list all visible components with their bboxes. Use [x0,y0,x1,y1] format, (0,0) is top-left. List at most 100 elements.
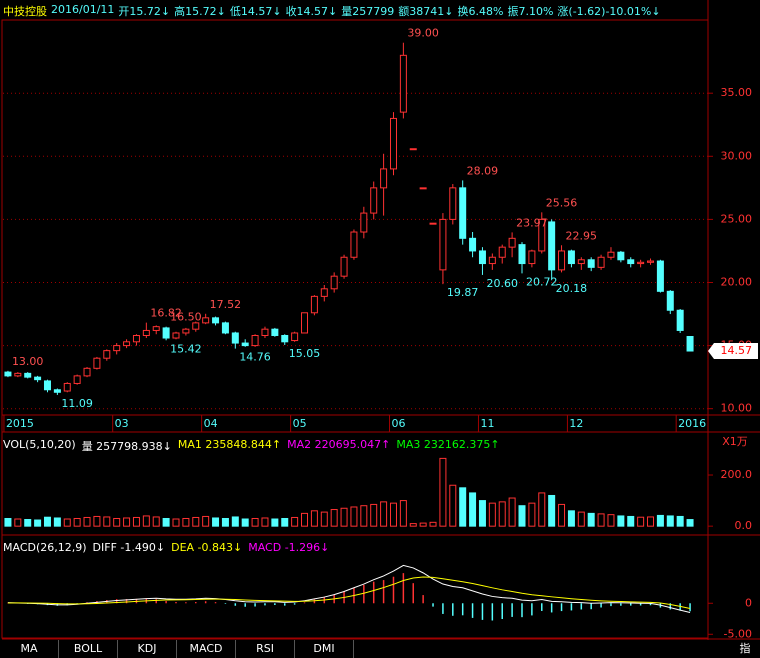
volume-bar [310,510,318,527]
candle-body [686,336,694,352]
x-tick-label: 05 [293,417,307,430]
tab[interactable]: RSI [236,640,295,658]
candle-body [132,334,140,343]
candle-body [419,187,427,190]
y-tick-label: 20.00 [721,275,753,288]
candle-body [389,117,397,170]
tab[interactable]: KDJ [118,640,177,658]
info-item: 振7.10% [507,5,554,18]
candle-body [429,222,437,225]
info-item: 换6.48% [457,5,504,18]
unit-label: X1万 [722,435,748,448]
y-tick-label: 10.00 [721,402,753,415]
volume-bar [4,517,12,527]
candle-body [656,260,664,292]
candle-body [142,329,150,336]
x-tick-label: 04 [204,417,218,430]
candle-body [330,275,338,290]
volume-bar [666,515,674,527]
volume-bar [637,516,645,527]
x-tick-label: 2015 [6,417,34,430]
extreme-label: 17.52 [210,298,242,311]
volume-bar [43,516,51,527]
x-tick-label: 11 [480,417,494,430]
volume-bar [271,518,279,527]
extreme-label: 23.97 [516,216,548,229]
volume-bar [676,515,684,527]
candle-body [488,256,496,265]
volume-bar [103,516,111,527]
candle-body [162,327,170,339]
candle-body [548,221,556,271]
candle-body [469,237,477,252]
tab[interactable]: MA [0,640,59,658]
tab-bar: MA BOLL KDJ MACD RSI DMI 指 [0,640,760,658]
price-tag [708,343,758,360]
macd-title: MACD(26,12,9) [3,541,87,554]
candle-body [439,218,447,271]
tab[interactable]: MACD [177,640,236,658]
price-tag-label: 14.57 [721,344,753,357]
volume-bar [221,517,229,527]
y-tick-label: 0.0 [735,519,753,532]
volume-bar [488,502,496,527]
volume-bar [330,509,338,527]
volume-bar [686,519,694,527]
candle-body [231,332,239,344]
volume-bar [291,516,299,527]
candle-body [113,345,121,352]
candle-body [459,187,467,239]
volume-bar [212,517,220,527]
candle-body [637,261,645,265]
extreme-label: 20.18 [556,282,588,295]
y-tick-label: -5.00 [724,627,752,640]
volume-bar [607,514,615,527]
candle-body [4,371,12,377]
volume-bar [162,517,170,527]
vol-legend: VOL(5,10,20) 量 257798.938↓ MA1 235848.844… [3,438,500,454]
volume-bar [627,515,635,527]
candle-body [587,259,595,268]
candle-body [212,317,220,324]
extreme-label: 39.00 [407,27,439,40]
volume-bar [508,497,516,527]
volume-bar [567,510,575,527]
legend-entry: MA2 220695.047↑ [287,438,391,451]
volume-bar [449,484,457,527]
candle-body [43,380,51,391]
volume-bar [528,502,536,527]
volume-bar [241,518,249,527]
info-item: 低14.57↓ [229,5,282,18]
candle-body [647,260,655,263]
x-tick-label: 2016 [678,417,706,430]
volume-bar [132,516,140,527]
candle-body [676,309,684,331]
volume-bar [597,513,605,527]
tab[interactable]: 指 [739,642,751,655]
volume-bar [281,517,289,527]
volume-bar [340,507,348,527]
candle-body [182,328,190,334]
volume-bar [301,512,309,527]
info-item: 开15.72↓ [118,5,171,18]
volume-bar [498,501,506,527]
candle-body [34,376,42,381]
candle-body [360,212,368,233]
volume-bar [182,517,190,527]
y-tick-label: 200.0 [721,468,753,481]
volume-bar [73,517,81,527]
volume-bar [380,501,388,527]
candle-body [291,332,299,342]
candle-body [597,256,605,268]
tab[interactable]: BOLL [59,640,118,658]
info-item: 额38741↓ [398,5,454,18]
tab[interactable]: DMI [295,640,354,658]
candle-body [281,334,289,343]
volume-bar [113,517,121,527]
y-tick-label: 35.00 [721,86,753,99]
volume-bar [370,503,378,527]
volume-bar [389,502,397,527]
candle-body [251,334,259,347]
candle-body [478,250,486,265]
candle-body [172,332,180,339]
